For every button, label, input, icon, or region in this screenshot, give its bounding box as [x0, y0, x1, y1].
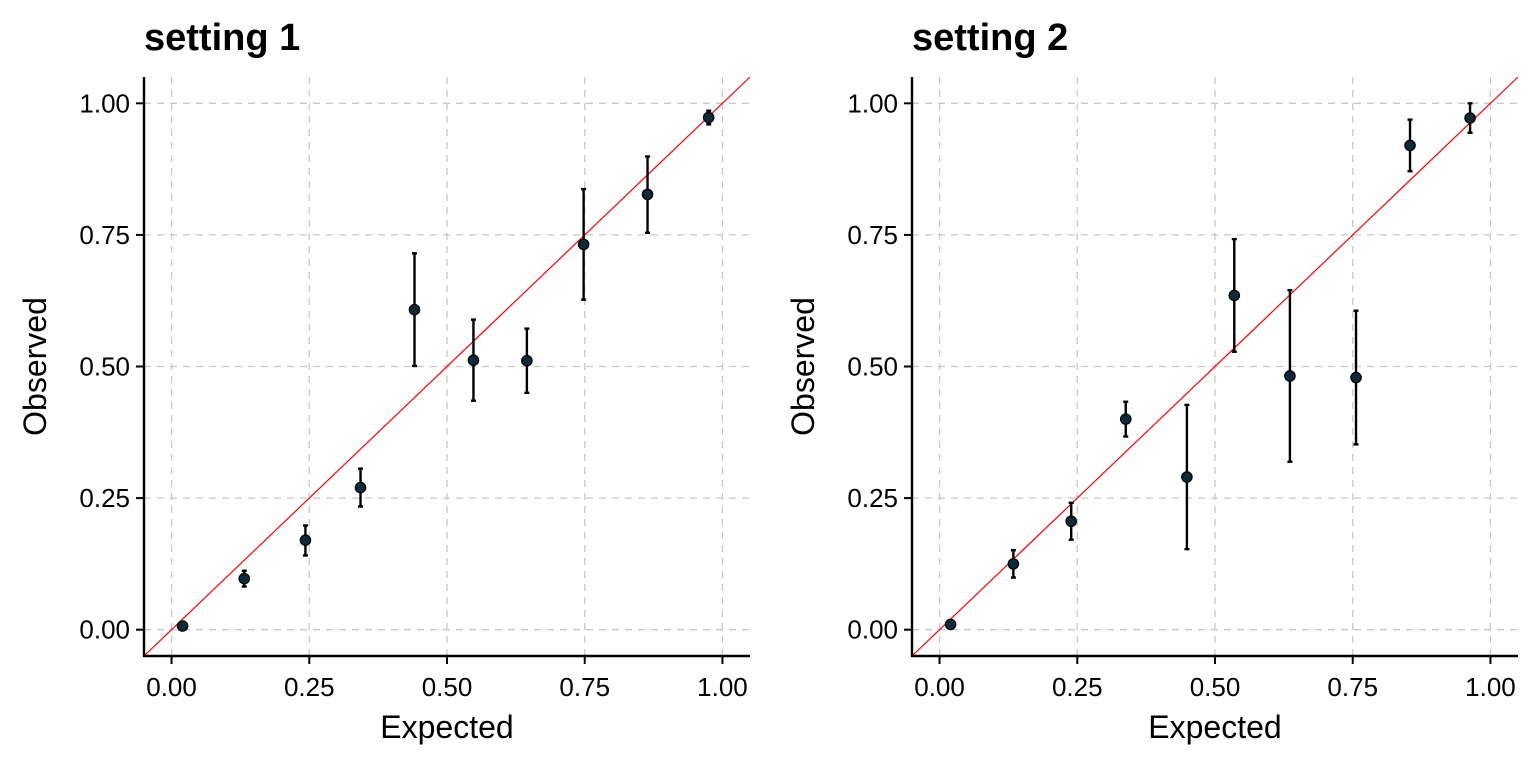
data-point	[1404, 139, 1416, 152]
error-bars	[180, 109, 712, 629]
y-tick-label: 1.00	[847, 88, 898, 118]
data-point	[299, 534, 312, 546]
axes	[136, 77, 750, 664]
data-point	[944, 618, 957, 631]
data-points	[176, 111, 715, 632]
reference-line	[143, 76, 751, 657]
data-point	[176, 620, 189, 632]
y-tick-label: 0.75	[79, 220, 130, 250]
chart-panel-setting-2: setting 2 0.00 0.25 0.50 0.75 1.00 0.00 0.25 0.…	[768, 0, 1536, 768]
data-point	[1181, 471, 1193, 483]
x-tick-label: 0.75	[1327, 672, 1378, 702]
x-axis-title: Expected	[380, 709, 513, 745]
data-point	[408, 303, 421, 316]
x-tick-label: 1.00	[697, 672, 748, 702]
x-tick-label: 0.00	[146, 672, 197, 702]
data-point	[577, 238, 590, 251]
y-tick-label: 0.00	[847, 615, 898, 645]
data-point	[641, 188, 654, 201]
data-point	[354, 481, 367, 494]
tick-labels: 0.00 0.25 0.50 0.75 1.00 0.00 0.25 0.50 0.75 1.00	[79, 88, 747, 702]
y-tick-label: 0.50	[847, 352, 898, 382]
x-tick-label: 1.00	[1465, 672, 1516, 702]
tick-labels: 0.00 0.25 0.50 0.75 1.00 0.00 0.25 0.50 0.75 1.00	[847, 88, 1515, 702]
x-tick-label: 0.25	[1052, 672, 1103, 702]
y-tick-label: 0.25	[847, 483, 898, 513]
data-point	[1065, 515, 1078, 528]
data-points	[944, 112, 1476, 631]
x-axis-title: Expected	[1148, 709, 1281, 745]
reference-line	[911, 76, 1519, 657]
data-point	[467, 354, 480, 366]
y-axis-title: Observed	[17, 297, 53, 436]
reference-line-layer	[911, 76, 1519, 657]
x-tick-label: 0.50	[1190, 672, 1241, 702]
x-tick-label: 0.25	[284, 672, 335, 702]
data-point	[1119, 413, 1132, 425]
axes	[904, 77, 1518, 664]
x-tick-label: 0.75	[559, 672, 610, 702]
data-point	[1464, 112, 1476, 124]
data-point	[1284, 370, 1296, 382]
chart-svg-setting-2: setting 2 0.00 0.25 0.50 0.75 1.000.000.250.…	[785, 17, 1519, 745]
chart-panel-setting-1: setting 1 0.00 0.25 0.50 0.75 1.00 0.00 0.25 0.…	[17, 17, 751, 745]
y-axis-title: Observed	[785, 297, 821, 436]
y-tick-label: 0.50	[79, 352, 130, 382]
y-tick-label: 0.00	[79, 615, 130, 645]
y-tick-label: 0.75	[847, 220, 898, 250]
error-bars	[948, 102, 1473, 628]
data-point	[238, 572, 251, 585]
data-point	[1228, 289, 1241, 302]
x-tick-label: 0.00	[914, 672, 965, 702]
chart-title: setting 1	[144, 17, 300, 59]
data-point	[1350, 371, 1362, 384]
chart-svg-setting-1: setting 1 0.00 0.25 0.50 0.75 1.000.000.250.…	[17, 17, 751, 745]
chart-title: setting 2	[912, 17, 1068, 59]
y-tick-label: 1.00	[79, 88, 130, 118]
reference-line-layer	[143, 76, 751, 657]
y-tick-label: 0.25	[79, 483, 130, 513]
data-point	[521, 354, 533, 367]
x-tick-label: 0.50	[422, 672, 473, 702]
data-point	[1007, 558, 1020, 570]
data-point	[702, 111, 715, 124]
